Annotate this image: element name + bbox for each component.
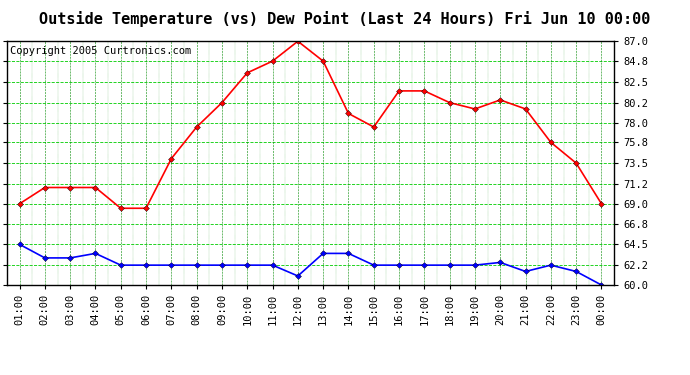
Text: Outside Temperature (vs) Dew Point (Last 24 Hours) Fri Jun 10 00:00: Outside Temperature (vs) Dew Point (Last… [39,11,651,27]
Text: Copyright 2005 Curtronics.com: Copyright 2005 Curtronics.com [10,46,191,56]
